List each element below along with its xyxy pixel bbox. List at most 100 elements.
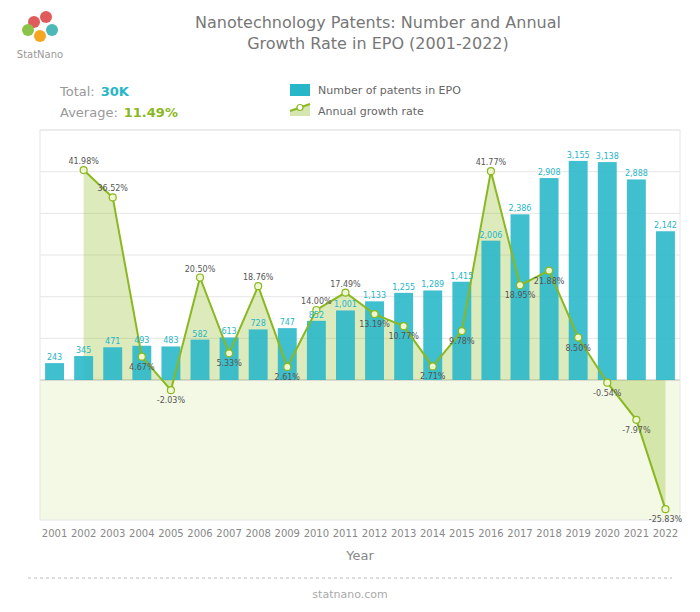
logo (22, 11, 58, 42)
total-value: 30K (101, 84, 130, 99)
bar-label: 1,289 (421, 280, 444, 289)
x-tick-label: 2014 (420, 528, 445, 539)
growth-label: 21.88% (534, 277, 565, 286)
bar-label: 852 (309, 311, 324, 320)
chart: Nanotechnology Patents: Number and Annua… (0, 0, 700, 612)
title: Nanotechnology Patents: Number and Annua… (195, 13, 561, 53)
growth-label: 36.52% (97, 184, 128, 193)
average-label: Average: (60, 105, 118, 120)
bar (598, 162, 617, 380)
x-tick-label: 2008 (245, 528, 270, 539)
bar-label: 1,001 (334, 300, 357, 309)
x-tick-label: 2015 (449, 528, 474, 539)
growth-dot (575, 334, 582, 341)
bar (249, 329, 268, 380)
growth-dot (80, 167, 87, 174)
x-tick-label: 2022 (653, 528, 678, 539)
growth-dot (429, 363, 436, 370)
bar-label: 2,888 (625, 169, 648, 178)
bar (307, 321, 326, 380)
growth-label: -7.97% (622, 426, 651, 435)
bar-label: 243 (47, 353, 62, 362)
growth-dot (458, 328, 465, 335)
total-label: Total: (59, 84, 95, 99)
watermark: statnano.com (312, 588, 387, 601)
growth-dot (487, 168, 494, 175)
growth-label: 17.49% (330, 280, 361, 289)
growth-dot (109, 194, 116, 201)
bar-label: 582 (192, 330, 207, 339)
bar-label: 2,386 (509, 204, 532, 213)
bar (627, 179, 646, 380)
x-tick-label: 2005 (158, 528, 183, 539)
x-tick-label: 2006 (187, 528, 212, 539)
average-value: 11.49% (124, 105, 178, 120)
x-tick-label: 2001 (42, 528, 67, 539)
legend-swatch (290, 104, 310, 116)
growth-dot (226, 350, 233, 357)
x-tick-label: 2002 (71, 528, 96, 539)
x-ticks: 2001200220032004200520062007200820092010… (42, 528, 678, 539)
plot-frame (40, 130, 680, 520)
logo-dot (40, 11, 52, 23)
growth-dot (662, 506, 669, 513)
x-tick-label: 2004 (129, 528, 154, 539)
bar (191, 340, 210, 380)
bar (103, 347, 122, 380)
bar-label: 345 (76, 346, 91, 355)
bar-label: 728 (251, 319, 266, 328)
growth-label: -2.03% (157, 396, 186, 405)
x-tick-label: 2020 (595, 528, 620, 539)
growth-label: 2.61% (275, 373, 301, 382)
growth-dot (633, 416, 640, 423)
growth-label: 20.50% (185, 265, 216, 274)
x-tick-label: 2007 (216, 528, 241, 539)
growth-dot (255, 283, 262, 290)
bar-label: 747 (280, 318, 295, 327)
bar-label: 613 (221, 327, 236, 336)
x-tick-label: 2011 (333, 528, 358, 539)
growth-label: 13.19% (359, 320, 390, 329)
growth-label: -0.54% (593, 389, 622, 398)
x-axis-label: Year (345, 548, 374, 563)
bar-label: 2,908 (538, 168, 561, 177)
bar-label: 3,138 (596, 152, 619, 161)
legend-label: Annual growth rate (318, 105, 424, 118)
growth-label: 14.00% (301, 297, 332, 306)
legend-swatch (290, 104, 310, 111)
growth-label: 9.78% (449, 337, 475, 346)
logo-dot (46, 24, 58, 36)
growth-dot (371, 311, 378, 318)
growth-label: 4.67% (129, 363, 155, 372)
growth-dot (342, 289, 349, 296)
x-tick-label: 2017 (507, 528, 532, 539)
x-tick-label: 2021 (624, 528, 649, 539)
growth-label: 5.33% (216, 359, 242, 368)
growth-dot (197, 274, 204, 281)
growth-label: 10.77% (388, 332, 419, 341)
growth-dot (604, 379, 611, 386)
bar (74, 356, 93, 380)
growth-label: 41.77% (476, 158, 507, 167)
bar-label: 2,006 (479, 231, 502, 240)
bar-label: 483 (163, 336, 178, 345)
growth-label: 8.50% (565, 344, 591, 353)
negative-region (40, 380, 680, 520)
bar-label: 3,155 (567, 151, 590, 160)
x-tick-label: 2009 (275, 528, 300, 539)
growth-label: 2.71% (420, 372, 446, 381)
bar (365, 301, 384, 380)
logo-dot (34, 30, 46, 42)
bar-label: 1,133 (363, 291, 386, 300)
growth-dot (400, 323, 407, 330)
x-tick-label: 2018 (536, 528, 561, 539)
marks (45, 161, 675, 513)
bar-label: 1,415 (450, 272, 473, 281)
bar (423, 290, 442, 380)
growth-dot (284, 363, 291, 370)
x-tick-label: 2016 (478, 528, 503, 539)
data-labels: 2433454714934835826137287478521,0011,133… (47, 151, 683, 524)
logo-dot (22, 24, 34, 36)
x-tick-label: 2010 (304, 528, 329, 539)
bar-label: 2,142 (654, 221, 677, 230)
